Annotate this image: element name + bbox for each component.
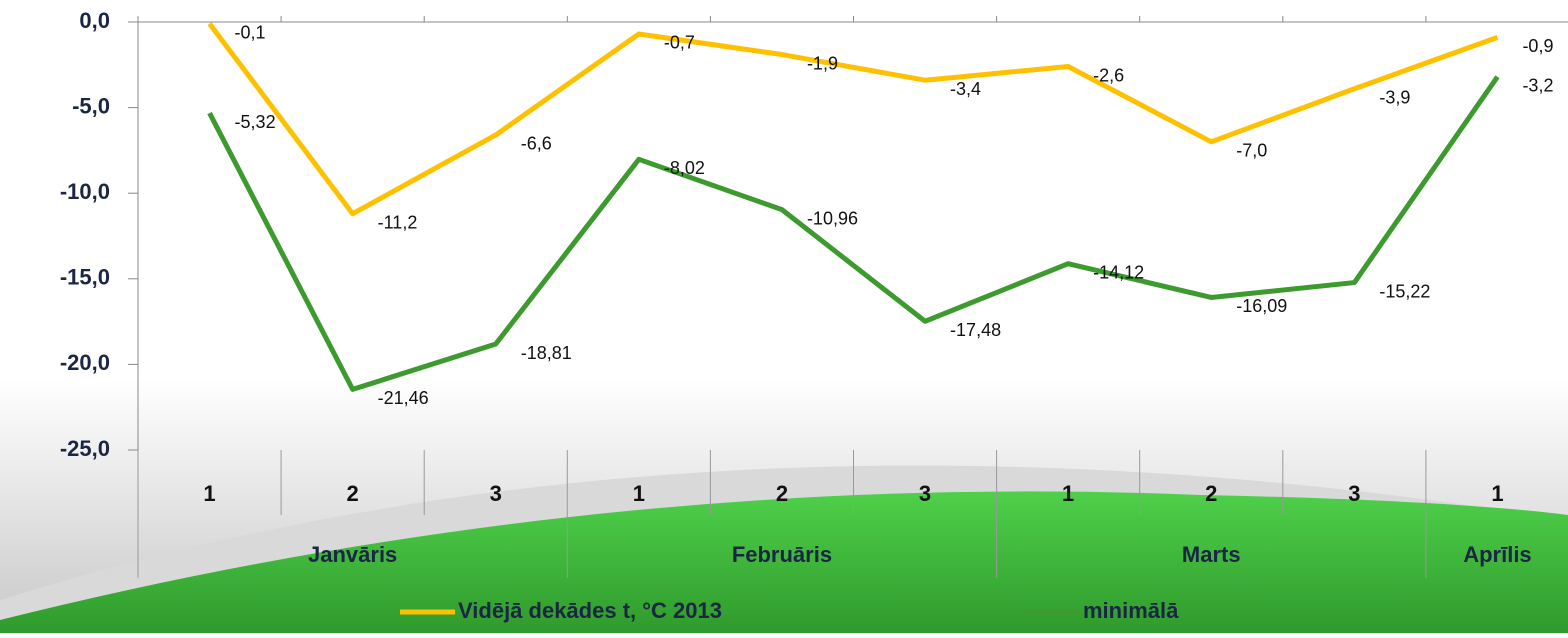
group-label: Februāris	[732, 542, 832, 567]
data-label: -18,81	[521, 343, 572, 363]
x-tick-label: 1	[1062, 481, 1074, 506]
group-label: Marts	[1182, 542, 1241, 567]
group-label: Janvāris	[308, 542, 397, 567]
data-label: -3,4	[950, 79, 981, 99]
background-green	[0, 491, 1568, 633]
data-label: -8,02	[664, 158, 705, 178]
x-tick-label: 2	[1205, 481, 1217, 506]
y-tick-label: -20,0	[60, 350, 110, 375]
data-label: -3,9	[1379, 88, 1410, 108]
data-label: -0,1	[235, 22, 266, 42]
series-line	[207, 75, 1500, 392]
x-tick-label: 1	[203, 481, 215, 506]
data-label: -0,9	[1522, 36, 1553, 56]
data-label: -1,9	[807, 53, 838, 73]
y-tick-label: -25,0	[60, 436, 110, 461]
x-tick-label: 3	[919, 481, 931, 506]
data-label: -21,46	[378, 388, 429, 408]
x-tick-label: 2	[776, 481, 788, 506]
data-label: -15,22	[1379, 281, 1430, 301]
data-label: -5,32	[235, 112, 276, 132]
data-label: -10,96	[807, 208, 858, 228]
data-label: -6,6	[521, 134, 552, 154]
data-label: -16,09	[1236, 296, 1287, 316]
y-tick-label: -10,0	[60, 179, 110, 204]
y-tick-label: 0,0	[79, 8, 110, 33]
x-tick-label: 1	[1491, 481, 1503, 506]
x-tick-label: 3	[490, 481, 502, 506]
series-line	[207, 22, 1499, 217]
legend-label: Vidējā dekādes t, °C 2013	[458, 598, 722, 623]
y-tick-label: -5,0	[72, 93, 110, 118]
x-tick-label: 1	[633, 481, 645, 506]
data-label: -3,2	[1522, 76, 1553, 96]
y-tick-label: -15,0	[60, 265, 110, 290]
data-label: -2,6	[1093, 65, 1124, 85]
data-label: -0,7	[664, 33, 695, 53]
data-label: -14,12	[1093, 262, 1144, 282]
data-label: -7,0	[1236, 141, 1267, 161]
x-tick-label: 3	[1348, 481, 1360, 506]
group-label: Aprīlis	[1463, 542, 1531, 567]
data-label: -11,2	[378, 212, 418, 232]
legend-label: minimālā	[1083, 598, 1179, 623]
data-label: -17,48	[950, 320, 1001, 340]
x-tick-label: 2	[347, 481, 359, 506]
